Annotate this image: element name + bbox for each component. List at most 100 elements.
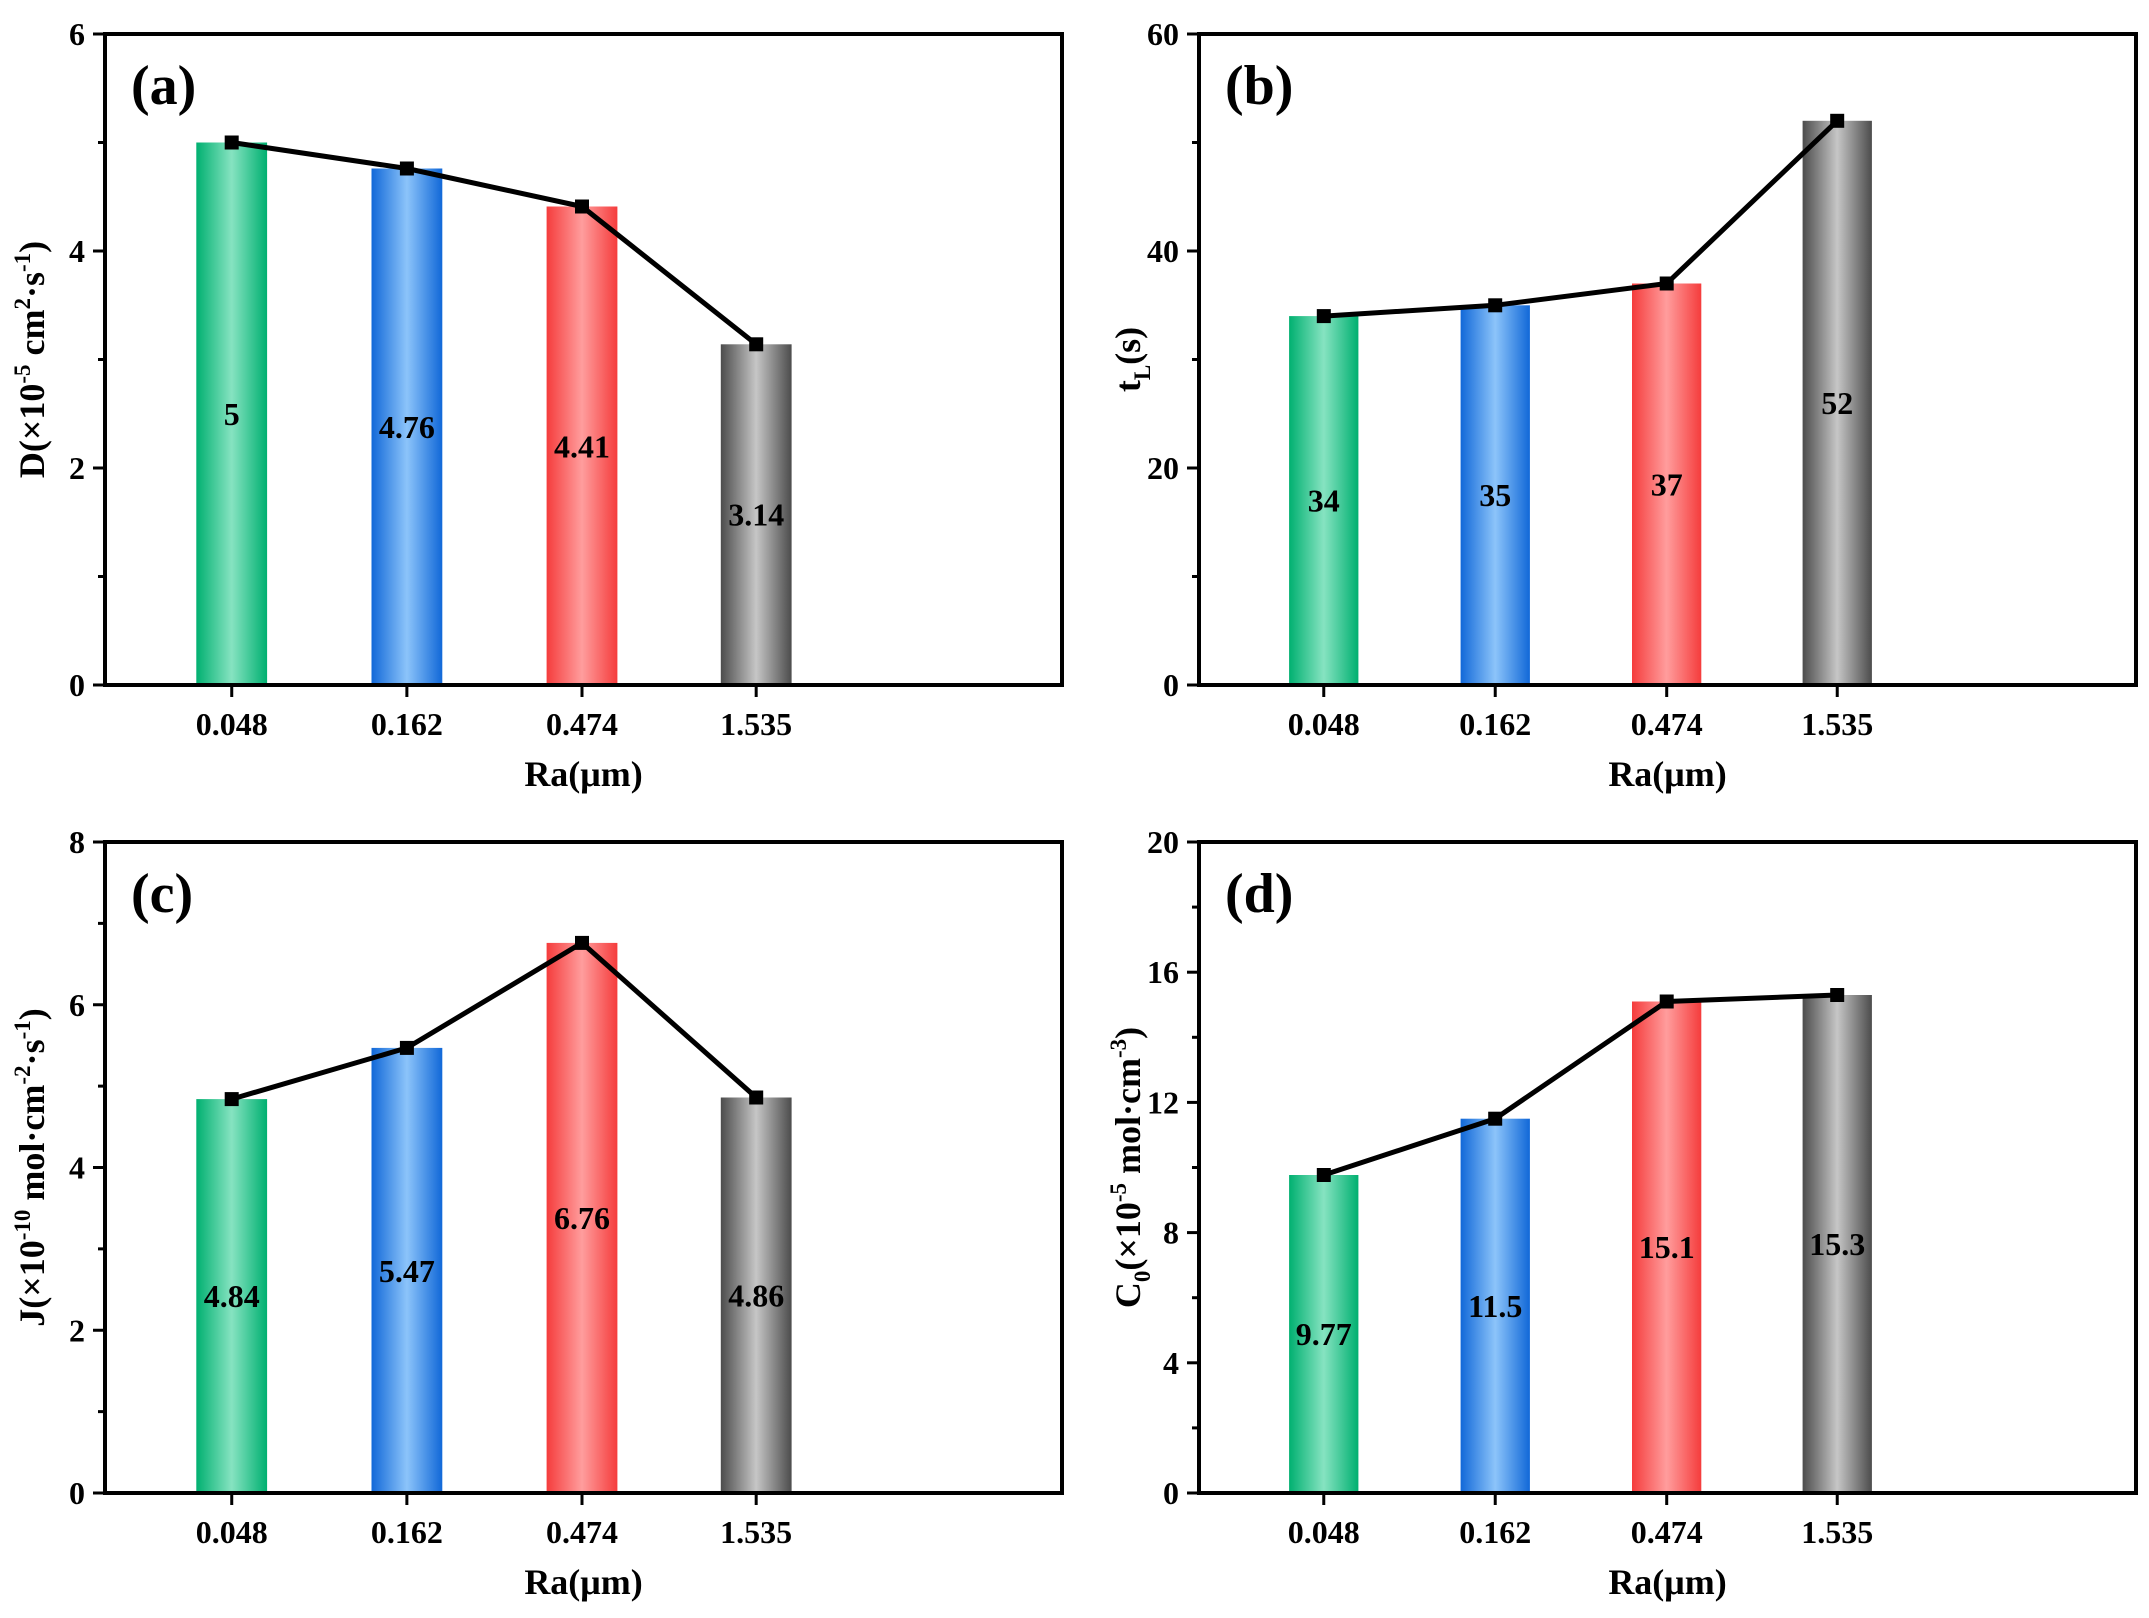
marker-d-3 <box>1659 994 1674 1009</box>
y-axis-title-b-pre: t <box>1108 380 1148 392</box>
y-axis-title-c-mid2: ·s <box>12 1039 52 1065</box>
y-axis-title-d-sup2: -5 <box>1106 1183 1131 1202</box>
bar-b-1 <box>1289 316 1359 685</box>
y-axis-title-c-post: ) <box>12 1008 52 1020</box>
marker-c-1 <box>224 1092 239 1107</box>
y-axis-title-d-mid: (×10 <box>1108 1202 1148 1271</box>
value-label-d-3: 15.1 <box>1639 1229 1695 1265</box>
ytick-label-c-4: 8 <box>69 824 85 860</box>
xtick-label-b-2: 0.162 <box>1459 706 1531 742</box>
marker-d-4 <box>1830 988 1845 1002</box>
marker-b-2 <box>1488 298 1503 313</box>
ytick-label-c-3: 6 <box>69 987 85 1023</box>
bar-b-2 <box>1460 305 1530 686</box>
bar-c-1 <box>196 1099 268 1493</box>
xtick-label-b-4: 1.535 <box>1801 706 1873 742</box>
y-axis-title-c-mid: mol·cm <box>12 1085 52 1210</box>
xtick-label-c-1: 0.048 <box>196 1514 268 1550</box>
xtick-label-a-3: 0.474 <box>546 706 618 742</box>
marker-a-4 <box>749 337 764 352</box>
ytick-label-c-1: 2 <box>69 1312 85 1348</box>
xtick-label-c-4: 1.535 <box>720 1514 792 1550</box>
marker-a-1 <box>224 135 239 150</box>
bar-d-1 <box>1289 1175 1359 1493</box>
y-axis-title-c-pre: J(×10 <box>12 1240 52 1327</box>
ytick-label-a-1: 2 <box>69 450 85 486</box>
xtick-label-a-1: 0.048 <box>196 706 268 742</box>
y-axis-title-a-mid2: ·s <box>12 272 52 298</box>
ytick-label-c-0: 0 <box>69 1475 85 1511</box>
marker-c-2 <box>399 1040 414 1055</box>
ytick-label-d-1: 4 <box>1163 1345 1179 1381</box>
x-axis-title-c: Ra(μm) <box>524 1562 642 1602</box>
y-axis-title-a: D(×10-5​ cm2​·s-1​) <box>10 241 52 478</box>
ytick-label-a-3: 6 <box>69 16 85 52</box>
bar-d-2 <box>1460 1118 1530 1493</box>
trend-line-a <box>231 140 758 347</box>
y-axis-title-a-sup1: -5 <box>10 364 35 383</box>
y-axis-title-d-post: ) <box>1108 1027 1148 1039</box>
bar-c-3 <box>546 942 618 1493</box>
xtick-label-c-3: 0.474 <box>546 1514 618 1550</box>
ytick-label-c-2: 4 <box>69 1150 85 1186</box>
value-label-a-3: 4.41 <box>554 428 610 464</box>
panel-tag-c: (c) <box>131 863 193 925</box>
marker-a-3 <box>575 199 589 214</box>
value-label-d-4: 15.3 <box>1809 1226 1865 1262</box>
xtick-label-a-2: 0.162 <box>371 706 443 742</box>
marker-d-1 <box>1316 1168 1331 1182</box>
bar-b-3 <box>1632 283 1702 685</box>
y-axis-title-b: tL​(s) <box>1108 327 1155 392</box>
xtick-label-c-2: 0.162 <box>371 1514 443 1550</box>
bar-c-2 <box>371 1047 443 1493</box>
value-label-b-2: 35 <box>1479 477 1511 513</box>
y-axis-title-a-sup3: -1 <box>10 253 35 272</box>
value-label-d-2: 11.5 <box>1468 1288 1522 1324</box>
xtick-label-d-1: 0.048 <box>1288 1514 1360 1550</box>
value-label-c-3: 6.76 <box>554 1200 610 1236</box>
value-label-a-2: 4.76 <box>379 409 435 445</box>
xtick-label-a-4: 1.535 <box>720 706 792 742</box>
y-axis-title-c-sup3: -1 <box>10 1020 35 1039</box>
ytick-label-d-3: 12 <box>1147 1084 1179 1120</box>
y-axis-title-d-pre: C <box>1108 1282 1148 1308</box>
y-axis-title-b-post: (s) <box>1108 327 1148 365</box>
trend-line-d <box>1323 992 1838 1178</box>
x-axis-title-a: Ra(μm) <box>524 754 642 794</box>
y-axis-title-c-sup2: -2 <box>10 1065 35 1084</box>
y-axis-title-d-sub1: 0 <box>1130 1271 1155 1283</box>
xtick-label-d-2: 0.162 <box>1459 1514 1531 1550</box>
xtick-label-d-3: 0.474 <box>1631 1514 1703 1550</box>
ytick-label-b-3: 60 <box>1147 16 1179 52</box>
y-axis-title-b-sub1: L <box>1130 365 1155 380</box>
bar-c-4 <box>720 1097 792 1493</box>
y-axis-title-d-mid2: mol·cm <box>1108 1058 1148 1183</box>
value-label-b-4: 52 <box>1821 385 1853 421</box>
panel-b: 34 35 37 52 0 20 40 60 0.048 0.162 0.474 1.535 Ra(μm… <box>1108 16 2138 794</box>
ytick-label-b-0: 0 <box>1163 667 1179 703</box>
marker-c-4 <box>749 1090 764 1105</box>
bar-b-4 <box>1802 120 1872 686</box>
y-axis-title-a-sup2: 2 <box>10 298 35 310</box>
marker-c-3 <box>575 935 589 950</box>
value-label-a-1: 5 <box>224 396 240 432</box>
y-axis-title-d: C0​(×10-5​ mol·cm-3​) <box>1106 1027 1155 1308</box>
marker-b-1 <box>1316 309 1331 324</box>
y-axis-title-a-pre: D(×10 <box>12 384 52 479</box>
xtick-label-d-4: 1.535 <box>1801 1514 1873 1550</box>
panel-c: 4.84 5.47 6.76 4.86 0 2 4 6 8 0.048 0.162 0.474 1.53… <box>10 824 1064 1602</box>
value-label-d-1: 9.77 <box>1296 1316 1352 1352</box>
ytick-label-d-5: 20 <box>1147 824 1179 860</box>
y-axis-title-a-mid: cm <box>12 310 52 365</box>
value-label-c-4: 4.86 <box>728 1277 784 1313</box>
ytick-label-d-4: 16 <box>1147 954 1179 990</box>
bar-a-1 <box>196 142 268 685</box>
value-label-a-4: 3.14 <box>728 497 784 533</box>
marker-a-2 <box>399 161 414 176</box>
panel-a: 5 4.76 4.41 3.14 0 2 4 6 0.048 0.162 0.474 1.535 Ra(… <box>10 16 1064 794</box>
marker-b-3 <box>1659 276 1674 291</box>
panel-tag-a: (a) <box>131 55 196 117</box>
xtick-label-b-3: 0.474 <box>1631 706 1703 742</box>
x-axis-title-b: Ra(μm) <box>1608 754 1726 794</box>
